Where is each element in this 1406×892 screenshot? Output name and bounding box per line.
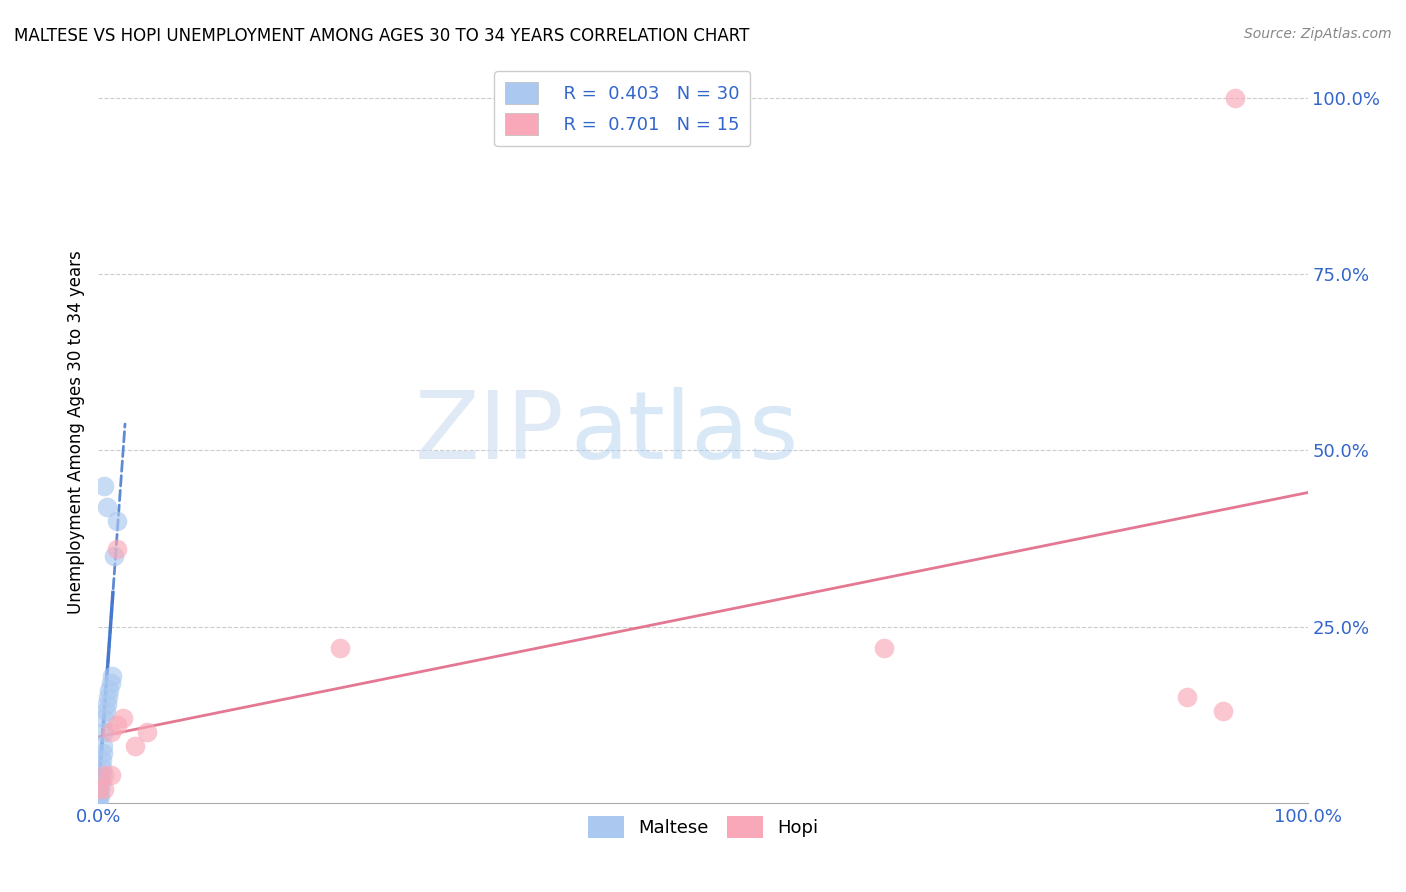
Point: [87, 796, 110, 810]
Point: [87, 796, 110, 810]
Point: [96, 500, 118, 514]
Point: [93, 725, 115, 739]
Point: [873, 640, 896, 655]
Point: [91, 739, 114, 754]
Point: [87, 774, 110, 789]
Point: [89, 789, 111, 803]
Point: [87, 789, 110, 803]
Point: [87, 781, 110, 796]
Legend: Maltese, Hopi: Maltese, Hopi: [581, 809, 825, 846]
Point: [94, 704, 117, 718]
Point: [87, 792, 110, 806]
Point: [87, 792, 110, 806]
Point: [124, 739, 146, 754]
Point: [90, 767, 112, 781]
Point: [135, 725, 157, 739]
Text: MALTESE VS HOPI UNEMPLOYMENT AMONG AGES 30 TO 34 YEARS CORRELATION CHART: MALTESE VS HOPI UNEMPLOYMENT AMONG AGES …: [14, 27, 749, 45]
Point: [90, 774, 112, 789]
Point: [96, 697, 118, 711]
Point: [87, 778, 110, 792]
Point: [93, 711, 115, 725]
Point: [111, 711, 134, 725]
Point: [100, 725, 122, 739]
Point: [91, 747, 114, 761]
Point: [93, 767, 115, 781]
Point: [105, 718, 128, 732]
Point: [1223, 91, 1246, 105]
Point: [91, 760, 114, 774]
Text: ZIP: ZIP: [415, 386, 564, 479]
Point: [100, 767, 122, 781]
Point: [97, 690, 120, 704]
Point: [105, 541, 128, 556]
Point: [105, 514, 128, 528]
Point: [1212, 704, 1234, 718]
Point: [98, 683, 121, 698]
Point: [100, 676, 122, 690]
Point: [89, 781, 111, 796]
Point: [87, 789, 110, 803]
Point: [100, 669, 122, 683]
Text: atlas: atlas: [569, 386, 799, 479]
Text: Source: ZipAtlas.com: Source: ZipAtlas.com: [1244, 27, 1392, 41]
Point: [103, 549, 125, 563]
Point: [87, 785, 110, 799]
Point: [1175, 690, 1198, 704]
Point: [93, 781, 115, 796]
Point: [87, 781, 110, 796]
Point: [91, 754, 114, 768]
Point: [93, 478, 115, 492]
Point: [329, 640, 352, 655]
Y-axis label: Unemployment Among Ages 30 to 34 years: Unemployment Among Ages 30 to 34 years: [66, 251, 84, 615]
